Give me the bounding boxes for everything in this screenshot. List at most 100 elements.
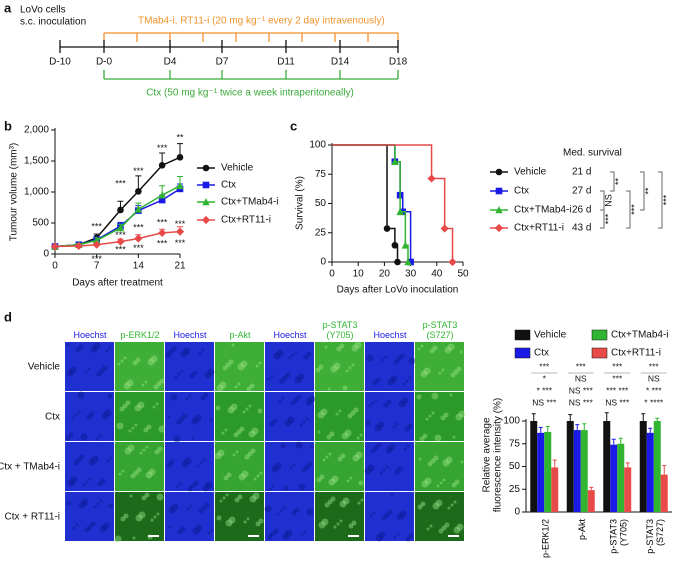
significance: *** bbox=[612, 373, 623, 383]
micrograph-texture bbox=[298, 483, 306, 491]
micrograph-texture bbox=[276, 512, 280, 516]
micrograph-texture bbox=[196, 464, 200, 468]
marker bbox=[175, 227, 185, 236]
micrograph-texture bbox=[246, 386, 252, 392]
legend-marker bbox=[495, 187, 503, 195]
marker bbox=[176, 181, 184, 190]
micrograph-texture bbox=[73, 460, 79, 466]
y-tick-label: 100 bbox=[309, 140, 326, 151]
micrograph-texture bbox=[147, 358, 155, 366]
micrograph-texture bbox=[257, 408, 263, 414]
micrograph-texture bbox=[326, 434, 332, 440]
comparison-label: ** bbox=[613, 178, 623, 186]
micrograph-texture bbox=[442, 478, 446, 482]
micrograph-texture bbox=[168, 506, 176, 514]
micrograph-texture bbox=[222, 365, 228, 371]
micrograph bbox=[365, 492, 414, 541]
error-bar bbox=[531, 413, 536, 421]
micrograph-texture bbox=[386, 399, 392, 405]
micrograph-texture bbox=[456, 523, 464, 531]
bar bbox=[551, 467, 559, 512]
micrograph-texture bbox=[318, 364, 324, 370]
micrograph-texture bbox=[387, 509, 393, 515]
significance: NS *** bbox=[532, 397, 557, 407]
x-tick-label: 10 bbox=[353, 269, 365, 280]
micrograph-texture bbox=[292, 463, 296, 467]
antibody-timeline bbox=[103, 32, 399, 42]
micrograph-texture bbox=[235, 450, 239, 454]
micrograph-texture bbox=[294, 376, 302, 384]
significance: *** bbox=[91, 222, 102, 232]
micrograph-texture bbox=[420, 501, 426, 507]
micrograph-texture bbox=[395, 422, 399, 426]
micrograph-texture bbox=[188, 394, 192, 398]
micrograph-texture bbox=[321, 518, 329, 526]
micrograph-texture bbox=[234, 497, 240, 503]
micrograph bbox=[215, 342, 264, 391]
micrograph-texture bbox=[143, 427, 149, 433]
micrograph-texture bbox=[95, 437, 99, 441]
marker bbox=[391, 157, 399, 166]
micrograph-texture bbox=[393, 535, 397, 539]
bar bbox=[530, 421, 538, 512]
micrograph-texture bbox=[193, 480, 199, 486]
micrograph-texture bbox=[280, 443, 286, 449]
micrograph-texture bbox=[376, 442, 382, 448]
micrograph-texture bbox=[368, 404, 372, 408]
row-label: Ctx + TMab4-i bbox=[0, 462, 60, 473]
significance: *** bbox=[115, 245, 126, 255]
panel-label: c bbox=[290, 118, 297, 133]
micrograph-texture bbox=[135, 514, 143, 522]
micrograph-texture bbox=[251, 427, 259, 435]
micrograph-texture bbox=[157, 446, 163, 452]
panel-label: a bbox=[4, 0, 12, 15]
row-label: Ctx + RT11-i bbox=[5, 512, 60, 523]
significance: * bbox=[543, 373, 547, 383]
micrograph-texture bbox=[420, 370, 428, 378]
micrograph-texture bbox=[268, 487, 272, 491]
legend-label: Ctx bbox=[514, 186, 529, 197]
micrograph-texture bbox=[375, 534, 383, 542]
significance: *** bbox=[649, 361, 660, 371]
micrograph-texture bbox=[194, 414, 202, 422]
significance: NS *** bbox=[569, 397, 594, 407]
y-axis-label: fluorescence intensity (%) bbox=[493, 398, 504, 513]
micrograph-texture bbox=[339, 519, 343, 523]
micrograph-texture bbox=[455, 413, 463, 421]
micrograph-texture bbox=[453, 500, 457, 504]
micrograph-texture bbox=[126, 379, 134, 387]
legend-label: Ctx+RT11-i bbox=[611, 348, 661, 359]
micrograph-texture bbox=[324, 345, 328, 349]
micrograph-texture bbox=[394, 469, 400, 475]
micrograph-texture bbox=[228, 359, 234, 365]
micrograph-texture bbox=[167, 415, 171, 419]
micrograph-texture bbox=[98, 434, 102, 438]
micrograph-texture bbox=[378, 531, 386, 539]
micrograph-texture bbox=[153, 384, 159, 390]
micrograph-texture bbox=[390, 493, 394, 497]
micrograph-texture bbox=[145, 471, 153, 479]
marker bbox=[404, 258, 412, 266]
error-bar bbox=[582, 423, 587, 431]
micrograph bbox=[115, 392, 164, 441]
micrograph-texture bbox=[66, 343, 70, 347]
micrograph-texture bbox=[451, 482, 457, 488]
ctx-timeline bbox=[103, 70, 399, 80]
micrograph-texture bbox=[390, 375, 398, 383]
micrograph-texture bbox=[234, 385, 238, 389]
micrograph bbox=[165, 442, 214, 491]
bar bbox=[603, 421, 611, 512]
micrograph-texture bbox=[114, 535, 122, 543]
micrograph-texture bbox=[427, 461, 433, 467]
micrograph-texture bbox=[291, 510, 297, 516]
micrograph-texture bbox=[198, 351, 202, 355]
micrograph-texture bbox=[174, 375, 178, 379]
micrograph-texture bbox=[171, 346, 177, 352]
micrograph-texture bbox=[317, 430, 321, 434]
micrograph-texture bbox=[287, 416, 295, 424]
comparison-bracket bbox=[658, 171, 663, 229]
micrograph-texture bbox=[396, 356, 402, 362]
micrograph-texture bbox=[351, 520, 357, 526]
micrograph bbox=[65, 442, 114, 491]
micrograph-texture bbox=[225, 493, 229, 497]
